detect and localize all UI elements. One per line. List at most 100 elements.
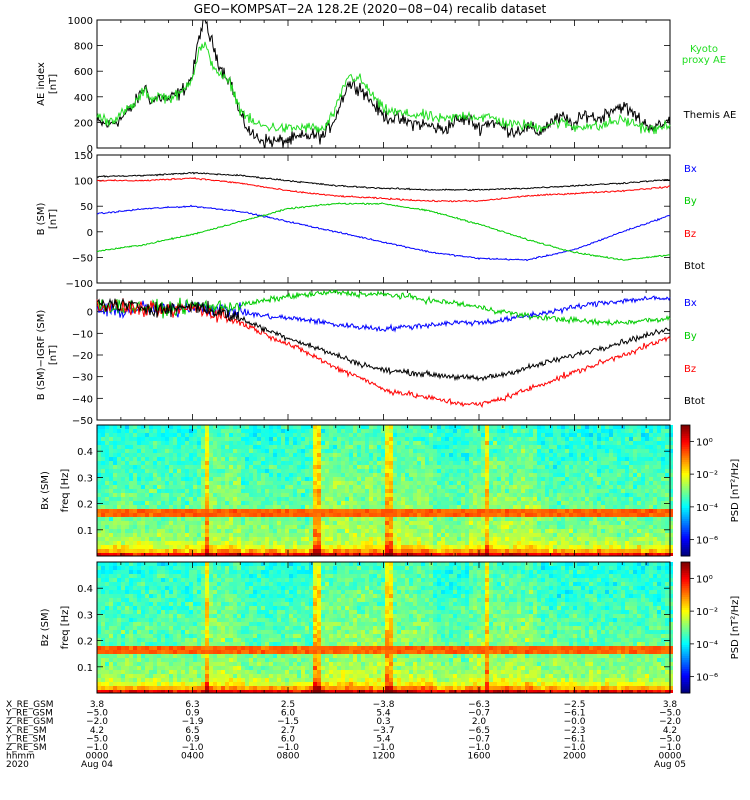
- psd-cell: [425, 433, 429, 437]
- psd-cell: [533, 457, 537, 461]
- psd-cell: [277, 493, 281, 497]
- psd-cell: [413, 485, 417, 489]
- psd-cell: [185, 437, 189, 441]
- psd-cell: [329, 533, 333, 537]
- psd-cell: [381, 517, 385, 521]
- psd-cell: [209, 513, 213, 517]
- y-tick-label: 1000: [68, 16, 93, 27]
- psd-cell: [329, 441, 333, 445]
- psd-cell: [621, 505, 625, 509]
- psd-cell: [421, 453, 425, 457]
- psd-cell: [477, 441, 481, 445]
- psd-cell: [185, 425, 189, 429]
- psd-cell: [477, 529, 481, 533]
- psd-cell: [477, 525, 481, 529]
- psd-cell: [233, 553, 237, 556]
- psd-cell: [377, 457, 381, 461]
- psd-cell: [113, 553, 117, 556]
- psd-cell: [213, 537, 217, 541]
- psd-cell: [277, 501, 281, 505]
- psd-cell: [453, 485, 457, 489]
- psd-cell: [613, 425, 617, 429]
- psd-cell: [409, 465, 413, 469]
- psd-cell: [353, 533, 357, 537]
- psd-cell: [169, 513, 173, 517]
- psd-cell: [157, 537, 161, 541]
- psd-cell: [345, 553, 349, 556]
- psd-cell: [365, 481, 369, 485]
- psd-cell: [621, 493, 625, 497]
- psd-cell: [501, 481, 505, 485]
- psd-cell: [365, 477, 369, 481]
- psd-cell: [481, 477, 485, 481]
- psd-cell: [529, 461, 533, 465]
- psd-cell: [577, 517, 581, 521]
- psd-cell: [473, 493, 477, 497]
- psd-cell: [117, 457, 121, 461]
- psd-cell: [125, 509, 129, 513]
- psd-cell: [389, 437, 393, 441]
- psd-cell: [477, 465, 481, 469]
- psd-cell: [361, 513, 365, 517]
- psd-cell: [177, 449, 181, 453]
- psd-cell: [521, 501, 525, 505]
- psd-cell: [193, 441, 197, 445]
- psd-cell: [653, 493, 657, 497]
- psd-cell: [229, 425, 233, 429]
- psd-cell: [281, 553, 285, 556]
- psd-cell: [417, 517, 421, 521]
- psd-cell: [365, 521, 369, 525]
- psd-cell: [657, 429, 661, 433]
- psd-cell: [585, 481, 589, 485]
- psd-cell: [617, 517, 621, 521]
- psd-cell: [273, 469, 277, 473]
- psd-cell: [537, 493, 541, 497]
- psd-cell: [377, 461, 381, 465]
- psd-cell: [97, 517, 101, 521]
- psd-cell: [253, 521, 257, 525]
- psd-cell: [449, 525, 453, 529]
- psd-cell: [669, 485, 673, 489]
- psd-cell: [205, 433, 209, 437]
- psd-cell: [117, 469, 121, 473]
- psd-cell: [425, 465, 429, 469]
- psd-cell: [373, 485, 377, 489]
- psd-cell: [585, 429, 589, 433]
- psd-cell: [389, 517, 393, 521]
- psd-cell: [197, 445, 201, 449]
- psd-cell: [589, 461, 593, 465]
- psd-cell: [509, 481, 513, 485]
- psd-cell: [269, 537, 273, 541]
- psd-cell: [273, 489, 277, 493]
- psd-cell: [193, 449, 197, 453]
- psd-cell: [545, 453, 549, 457]
- psd-cell: [561, 485, 565, 489]
- psd-cell: [161, 465, 165, 469]
- psd-cell: [409, 453, 413, 457]
- psd-cell: [553, 473, 557, 477]
- psd-cell: [105, 529, 109, 533]
- psd-cell: [221, 445, 225, 449]
- psd-cell: [609, 477, 613, 481]
- psd-cell: [405, 529, 409, 533]
- psd-cell: [125, 537, 129, 541]
- psd-cell: [565, 509, 569, 513]
- psd-cell: [209, 493, 213, 497]
- psd-cell: [585, 453, 589, 457]
- psd-cell: [445, 473, 449, 477]
- psd-cell: [181, 493, 185, 497]
- psd-cell: [541, 465, 545, 469]
- psd-cell: [349, 457, 353, 461]
- psd-cell: [165, 469, 169, 473]
- psd-cell: [649, 437, 653, 441]
- psd-cell: [337, 453, 341, 457]
- psd-cell: [269, 513, 273, 517]
- psd-cell: [233, 433, 237, 437]
- psd-cell: [337, 537, 341, 541]
- psd-cell: [569, 553, 573, 556]
- psd-cell: [601, 485, 605, 489]
- psd-cell: [393, 461, 397, 465]
- psd-cell: [325, 517, 329, 521]
- psd-cell: [137, 549, 141, 553]
